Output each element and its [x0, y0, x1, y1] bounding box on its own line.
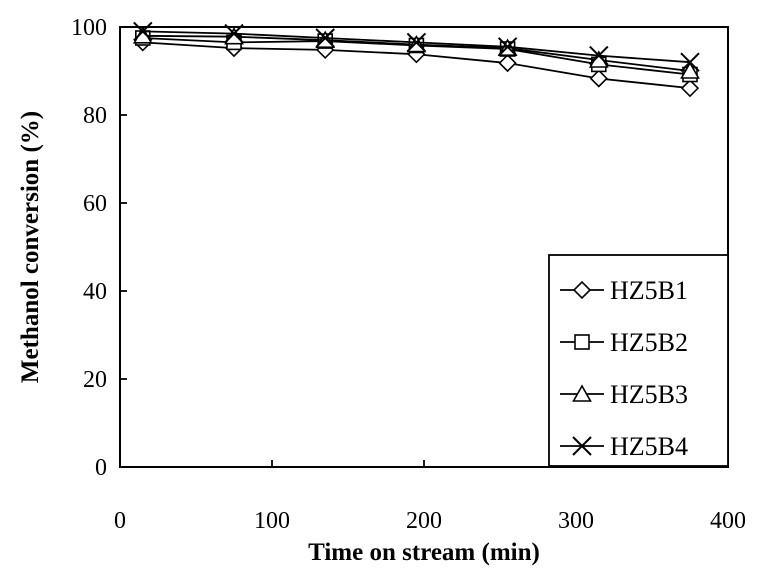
x-marker-stroke [224, 23, 244, 44]
x-marker [589, 45, 609, 66]
legend: HZ5B1 HZ5B2 HZ5B3 HZ5B4 [548, 254, 729, 467]
legend-label: HZ5B3 [610, 380, 688, 409]
y-axis-title: Methanol conversion (%) [17, 111, 44, 383]
legend-label: HZ5B4 [610, 432, 688, 461]
legend-diamond-marker [572, 280, 592, 300]
y-tick-label: 20 [83, 367, 107, 393]
diamond-marker [589, 69, 608, 88]
x-tick-label: 0 [114, 508, 126, 534]
x-axis-ticks: 0 100 200 300 400 [114, 460, 746, 534]
x-marker [315, 28, 335, 48]
x-marker-stroke [497, 37, 518, 57]
x-tick-label: 200 [406, 508, 442, 534]
legend-label: HZ5B1 [610, 276, 688, 305]
y-tick-label: 40 [83, 279, 107, 305]
x-marker-stroke [572, 436, 592, 456]
x-marker-stroke [406, 32, 427, 53]
legend-square-marker [574, 334, 590, 350]
y-tick-label: 60 [83, 191, 107, 217]
diamond-marker [680, 79, 700, 98]
series-hz5b4 [133, 21, 700, 72]
x-marker-stroke [589, 45, 609, 66]
x-marker [497, 37, 518, 57]
x-marker-stroke [315, 28, 335, 48]
diamond-marker [498, 53, 517, 73]
x-tick-label: 100 [254, 508, 290, 534]
x-axis-title: Time on stream (min) [308, 539, 540, 566]
legend-x-marker [572, 436, 592, 456]
x-marker [133, 21, 153, 42]
x-marker-stroke [680, 52, 700, 72]
triangle-marker [224, 27, 244, 45]
x-tick-label: 400 [710, 508, 746, 534]
series-layer [132, 21, 700, 98]
triangle-marker [680, 61, 700, 79]
x-marker [406, 32, 427, 53]
x-marker-stroke [133, 21, 153, 42]
legend-label: HZ5B2 [610, 328, 688, 357]
legend-triangle-marker [572, 384, 592, 402]
y-axis-ticks: 0 20 40 60 80 100 [71, 15, 127, 481]
x-tick-label: 300 [558, 508, 594, 534]
y-tick-label: 0 [95, 455, 107, 481]
y-tick-label: 100 [71, 15, 107, 41]
x-marker [680, 52, 700, 72]
y-tick-label: 80 [83, 103, 107, 129]
x-marker [224, 23, 244, 44]
